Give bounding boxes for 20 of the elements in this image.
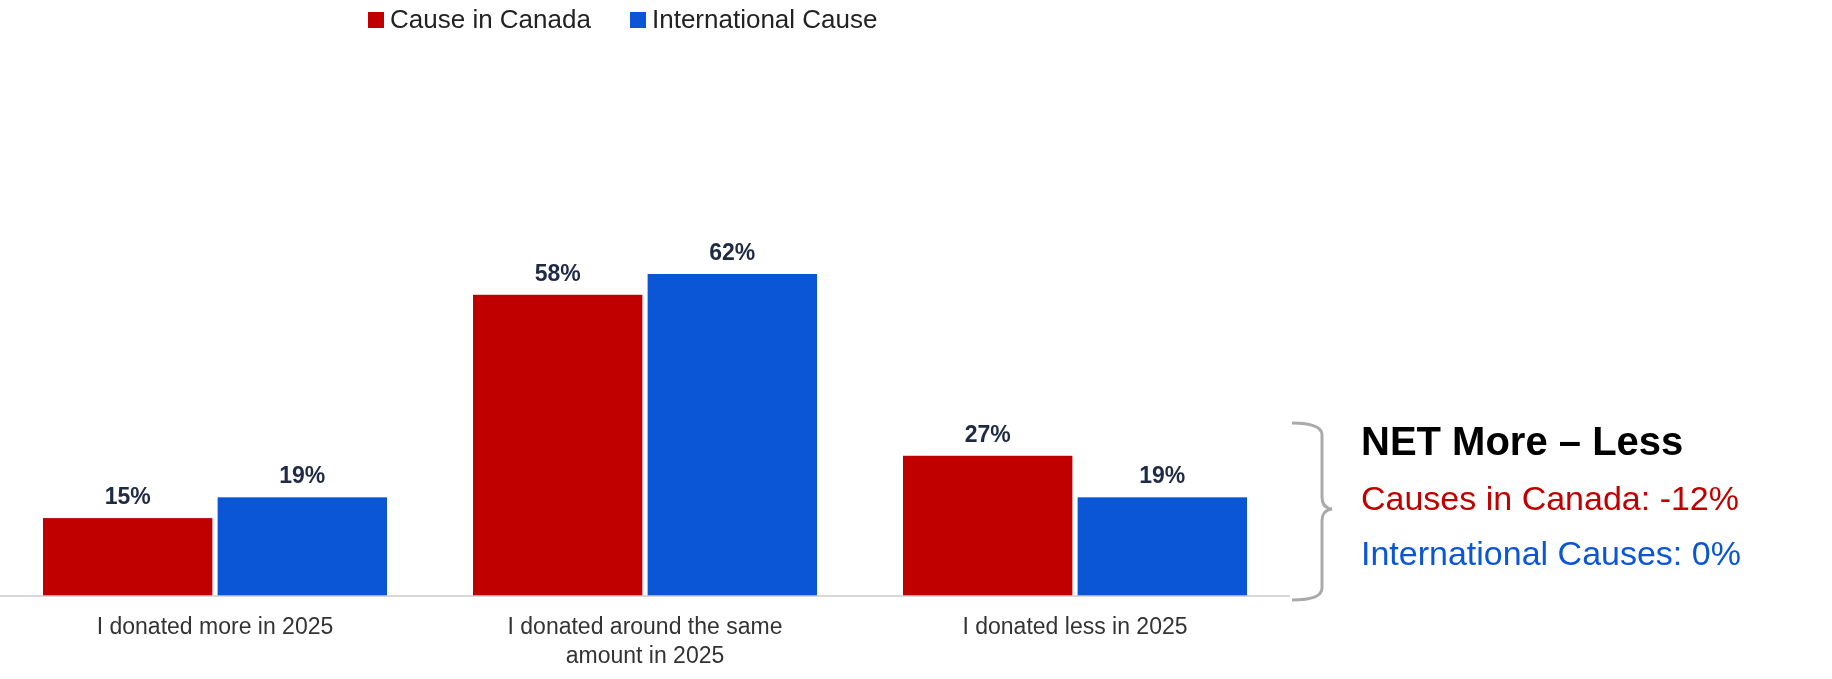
data-label: 62% [709,239,756,265]
text: Causes in Canada: -12% [1361,479,1740,517]
data-label: 15% [104,483,151,510]
legend-label: International Cause [652,4,878,34]
data-label: 19% [1139,462,1186,489]
data-label: 58% [534,259,581,286]
text: International Causes: 0% [1361,534,1741,572]
x-tick-label: I donated less in 2025 [962,613,1188,639]
legend-label: Cause in Canada [390,4,592,34]
x-tick-label: I donated more in 2025 [96,613,334,639]
text: NET More – Less [1361,419,1684,463]
bar [1077,497,1247,596]
bar [647,274,817,596]
bar [217,497,387,596]
bar [473,294,643,596]
x-tick-label: I donated around the same amount in 2025 [507,613,783,668]
data-label: 27% [964,420,1011,447]
bar [43,518,213,596]
bar [903,455,1073,596]
data-label: 19% [279,462,326,489]
